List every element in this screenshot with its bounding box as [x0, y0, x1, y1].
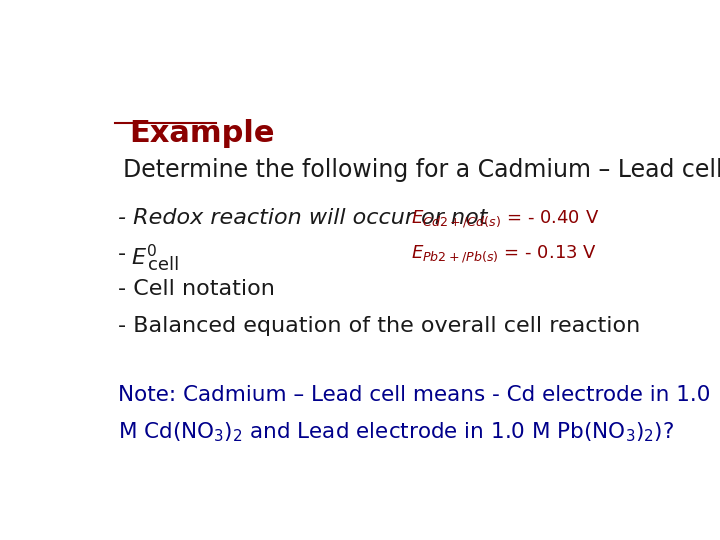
Text: $E_{Cd2+/Cd(s)}$ = - 0.40 V: $E_{Cd2+/Cd(s)}$ = - 0.40 V [411, 208, 599, 230]
Text: $E^0$: $E^0$ [131, 244, 158, 269]
Text: cell: cell [148, 256, 179, 274]
Text: - Balanced equation of the overall cell reaction: - Balanced equation of the overall cell … [118, 316, 640, 336]
Text: Determine the following for a Cadmium – Lead cell .: Determine the following for a Cadmium – … [124, 158, 720, 183]
Text: -: - [118, 244, 133, 264]
Text: $E_{Pb2+/Pb(s)}$ = - 0.13 V: $E_{Pb2+/Pb(s)}$ = - 0.13 V [411, 244, 597, 265]
Text: M Cd(NO$_3$)$_2$ and Lead electrode in 1.0 M Pb(NO$_3$)$_2$)?: M Cd(NO$_3$)$_2$ and Lead electrode in 1… [118, 420, 674, 444]
Text: - Cell notation: - Cell notation [118, 279, 275, 299]
Text: Note: Cadmium – Lead cell means - Cd electrode in 1.0: Note: Cadmium – Lead cell means - Cd ele… [118, 385, 710, 405]
Text: Example: Example [129, 119, 274, 148]
Text: - Redox reaction will occur or not: - Redox reaction will occur or not [118, 208, 487, 228]
